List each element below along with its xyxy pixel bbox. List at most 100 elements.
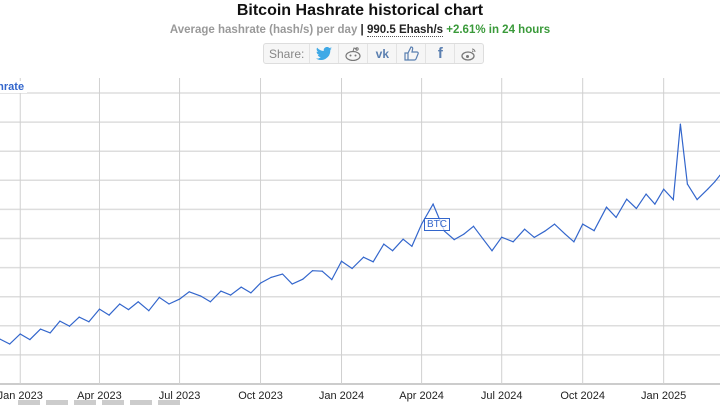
data-point [593, 230, 595, 232]
series-line-hashrate [0, 124, 720, 345]
data-point [311, 270, 314, 272]
facebook-icon[interactable]: f [425, 44, 454, 63]
x-tick-label: Jan 2024 [319, 390, 364, 402]
data-point [200, 295, 202, 297]
vk-icon[interactable]: vk [367, 44, 396, 63]
x-tick-label: Jan 2023 [0, 390, 43, 402]
subtitle-label: Average hashrate (hash/s) per day [169, 24, 358, 36]
data-point [553, 223, 556, 225]
data-point [482, 238, 484, 240]
like-icon[interactable] [396, 44, 425, 63]
range-selector[interactable] [74, 400, 96, 405]
data-point [679, 123, 681, 125]
data-point [230, 294, 232, 296]
data-point [645, 193, 647, 195]
x-tick-label: Jan 2025 [641, 390, 686, 402]
data-point [108, 314, 110, 316]
data-point [168, 303, 170, 305]
data-point [573, 241, 575, 243]
legend-hashrate[interactable]: Hashrate [0, 81, 28, 93]
data-point [49, 332, 51, 334]
data-point [259, 282, 262, 284]
data-point [383, 243, 385, 245]
data-point [533, 236, 535, 238]
data-point [411, 245, 413, 247]
data-point [188, 291, 190, 293]
data-point [635, 207, 637, 210]
twitter-icon[interactable] [309, 44, 338, 63]
data-point [432, 203, 434, 205]
data-point [663, 188, 665, 190]
data-point [158, 296, 160, 298]
data-point [127, 308, 130, 311]
data-point [491, 250, 493, 252]
x-tick-label: Oct 2023 [238, 390, 283, 402]
data-point [696, 199, 698, 201]
share-label: Share: [269, 46, 305, 61]
data-point [351, 267, 353, 270]
share-bar: Share: vk f [263, 43, 485, 64]
data-point [463, 233, 465, 235]
data-point [672, 199, 674, 201]
data-point [39, 328, 42, 330]
data-point [78, 316, 80, 318]
data-point [686, 183, 689, 185]
reddit-icon[interactable] [338, 44, 367, 63]
data-point [0, 338, 1, 340]
range-selector[interactable] [46, 400, 68, 405]
data-point [29, 338, 31, 341]
data-point [270, 276, 272, 278]
x-tick-label: Jul 2023 [159, 390, 201, 402]
current-hashrate[interactable]: 990.5 Ehash/s [366, 24, 444, 37]
data-point [340, 260, 343, 262]
data-point [714, 181, 716, 183]
subtitle: Average hashrate (hash/s) per day | 990.… [0, 24, 720, 37]
data-point [98, 308, 101, 310]
data-point [119, 303, 121, 305]
data-point [362, 256, 365, 258]
data-point [605, 206, 608, 208]
data-point [178, 298, 181, 300]
data-point [220, 290, 222, 292]
x-tick-label: Jul 2024 [481, 390, 523, 402]
data-points [0, 123, 720, 345]
data-point [137, 301, 139, 303]
data-point [59, 320, 61, 322]
data-point [707, 188, 709, 190]
grid [0, 78, 720, 385]
data-point [331, 278, 333, 281]
data-point [512, 241, 514, 243]
data-point [472, 225, 475, 227]
data-point [291, 283, 293, 285]
data-point [9, 343, 11, 345]
x-axis: Jan 2023 Apr 2023 Jul 2023 Oct 2023 Jan 2024… [0, 390, 686, 402]
data-point [402, 238, 404, 240]
data-point [321, 270, 323, 272]
x-tick-label: Apr 2023 [77, 390, 122, 402]
range-selector[interactable] [130, 400, 152, 405]
data-point [654, 203, 656, 205]
data-point [391, 250, 394, 252]
btc-watermark: BTC [424, 218, 450, 231]
range-selector[interactable] [18, 400, 40, 405]
data-point [302, 278, 304, 280]
separator: | [360, 24, 364, 36]
weibo-icon[interactable] [454, 44, 483, 63]
data-point [68, 325, 71, 327]
data-point [240, 286, 242, 288]
data-point [626, 198, 628, 200]
data-point [544, 230, 546, 232]
range-selector[interactable] [158, 400, 180, 405]
data-point [615, 216, 617, 218]
data-point [372, 261, 374, 263]
data-point [88, 321, 90, 323]
data-point [582, 223, 584, 225]
data-point [281, 273, 284, 275]
x-tick-label: Apr 2024 [399, 390, 444, 402]
page-title: Bitcoin Hashrate historical chart [236, 2, 484, 19]
range-selector[interactable] [102, 400, 124, 405]
data-point [501, 236, 503, 238]
change-24h: +2.61% in 24 hours [446, 24, 551, 36]
data-point [564, 233, 566, 235]
